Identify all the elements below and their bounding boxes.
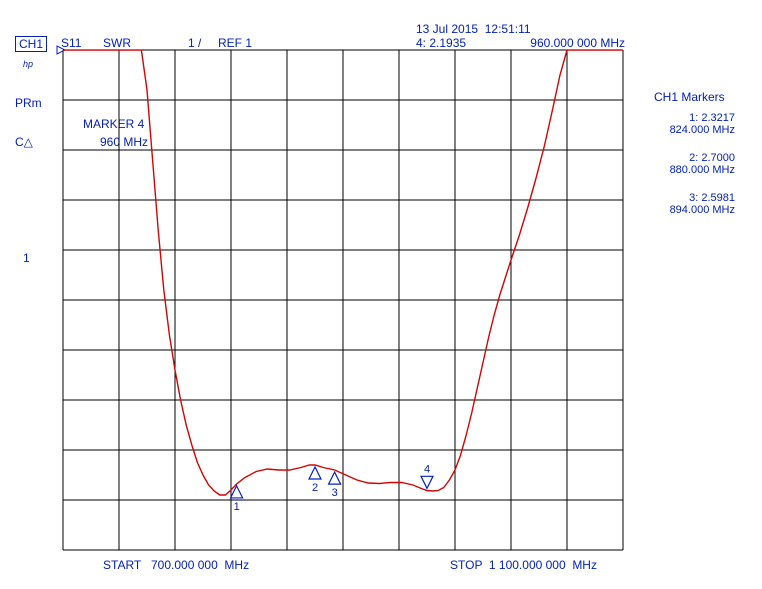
svg-text:1: 1 xyxy=(234,501,240,513)
swr-plot: 1 2 3 4 xyxy=(0,0,762,589)
svg-text:4: 4 xyxy=(424,463,430,475)
svg-text:2: 2 xyxy=(312,482,318,494)
svg-text:3: 3 xyxy=(332,487,338,499)
